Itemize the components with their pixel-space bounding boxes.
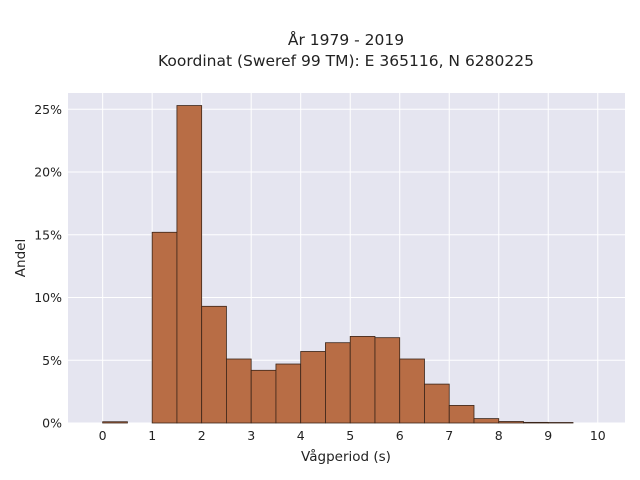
- x-tick-label: 3: [247, 428, 255, 443]
- histogram-bar: [151, 231, 178, 424]
- x-tick-label: 8: [495, 428, 503, 443]
- y-tick-label: 10%: [34, 290, 62, 305]
- histogram-bar: [250, 369, 277, 424]
- chart-title-line-2: Koordinat (Sweref 99 TM): E 365116, N 62…: [158, 52, 534, 70]
- y-axis-label: Andel: [13, 239, 29, 277]
- y-tick-label: 25%: [34, 102, 62, 117]
- y-tick-label: 20%: [34, 165, 62, 180]
- bars: [102, 105, 574, 424]
- histogram-bar: [201, 305, 227, 424]
- histogram-bar: [424, 383, 450, 424]
- x-tick-label: 5: [346, 428, 354, 443]
- histogram-bar: [275, 363, 302, 424]
- y-axis-ticks: 0% 5% 10% 15% 20% 25%: [34, 102, 62, 431]
- histogram-bar: [473, 418, 500, 424]
- histogram-bar: [300, 351, 326, 424]
- histogram-bar: [523, 421, 549, 424]
- chart-title-line-1: År 1979 - 2019: [288, 30, 404, 49]
- x-tick-label: 6: [396, 428, 404, 443]
- histogram-bar: [349, 336, 376, 424]
- histogram-bar: [325, 342, 351, 424]
- histogram-bar: [399, 358, 425, 424]
- x-tick-label: 7: [445, 428, 453, 443]
- x-tick-label: 9: [544, 428, 552, 443]
- x-tick-label: 2: [198, 428, 206, 443]
- x-tick-label: 0: [99, 428, 107, 443]
- histogram-bar: [176, 105, 203, 424]
- histogram-bar: [374, 337, 401, 424]
- histogram-bar: [226, 358, 252, 424]
- x-axis-ticks: 0 1 2 3 4 5 6 7 8 9 10: [99, 428, 606, 443]
- x-tick-label: 10: [590, 428, 606, 443]
- x-tick-label: 1: [148, 428, 156, 443]
- y-tick-label: 0%: [42, 416, 62, 431]
- histogram-bar: [448, 405, 475, 424]
- histogram-bar: [498, 421, 524, 424]
- y-tick-label: 15%: [34, 227, 62, 242]
- x-axis-label: Vågperiod (s): [301, 448, 391, 465]
- histogram-bar: [102, 421, 128, 424]
- histogram-bar: [547, 422, 574, 424]
- y-tick-label: 5%: [42, 353, 62, 368]
- x-tick-label: 4: [297, 428, 305, 443]
